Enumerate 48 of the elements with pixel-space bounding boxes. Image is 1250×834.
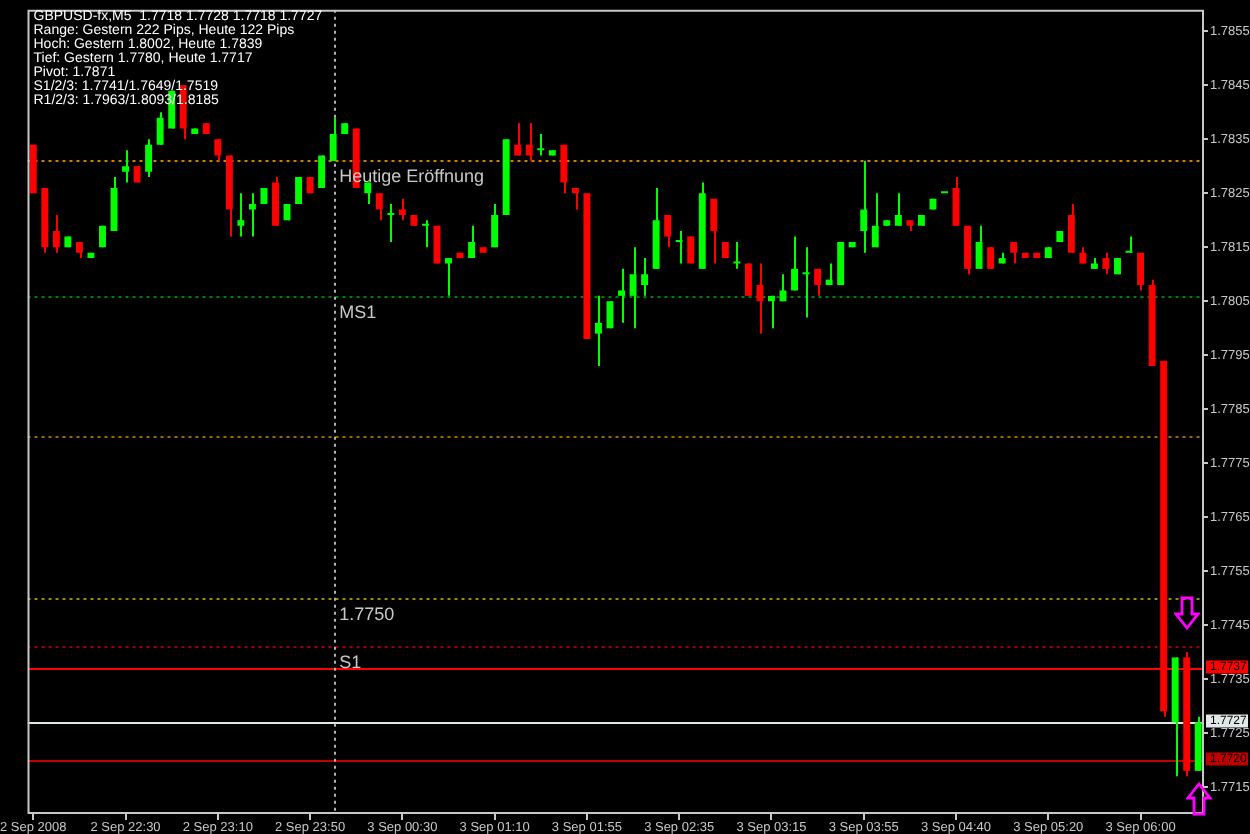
candlestick — [214, 138, 222, 162]
candlestick — [791, 235, 798, 292]
candlestick — [768, 294, 775, 330]
candlestick — [987, 246, 995, 270]
candlestick — [871, 192, 879, 249]
candlestick — [560, 143, 568, 195]
candlestick — [237, 192, 245, 238]
candlestick — [975, 224, 983, 270]
candlestick — [756, 262, 764, 335]
candlestick — [145, 138, 153, 179]
candlestick — [1102, 251, 1110, 276]
candlestick — [710, 197, 718, 265]
candlestick — [375, 192, 383, 222]
candlestick — [525, 122, 533, 162]
ref-line-label: S1 — [339, 651, 362, 672]
candlestick — [156, 111, 164, 146]
candlestick — [687, 235, 695, 265]
candlestick — [675, 230, 683, 265]
candlestick — [468, 224, 476, 260]
candlestick — [860, 159, 868, 254]
candlestick — [894, 192, 902, 227]
candlestick — [514, 122, 522, 157]
candlestick — [387, 203, 395, 243]
ref-line-label: MS1 — [339, 301, 377, 322]
candlestick — [491, 203, 499, 249]
candlestick — [814, 267, 822, 297]
candlestick — [122, 149, 130, 184]
candlestick — [964, 224, 972, 276]
candlestick — [52, 213, 60, 254]
ref-line-label: 1.7750 — [339, 603, 395, 624]
candlestick — [318, 154, 326, 189]
candlestick — [329, 116, 337, 162]
candlestick — [1067, 203, 1075, 254]
candlestick — [272, 176, 279, 227]
candlestick — [248, 192, 256, 238]
candlestick — [537, 132, 545, 157]
candlestick — [398, 197, 406, 222]
candlestick — [629, 246, 637, 330]
candlestick — [733, 240, 741, 270]
candlestick — [421, 219, 429, 249]
candlestick — [1137, 251, 1145, 292]
candlestick — [641, 257, 649, 297]
candlestick — [744, 262, 752, 297]
candlestick — [594, 294, 602, 368]
candlestick — [618, 267, 625, 324]
candlestick — [802, 246, 810, 319]
candlestick — [445, 257, 452, 297]
candlestick — [664, 213, 672, 249]
